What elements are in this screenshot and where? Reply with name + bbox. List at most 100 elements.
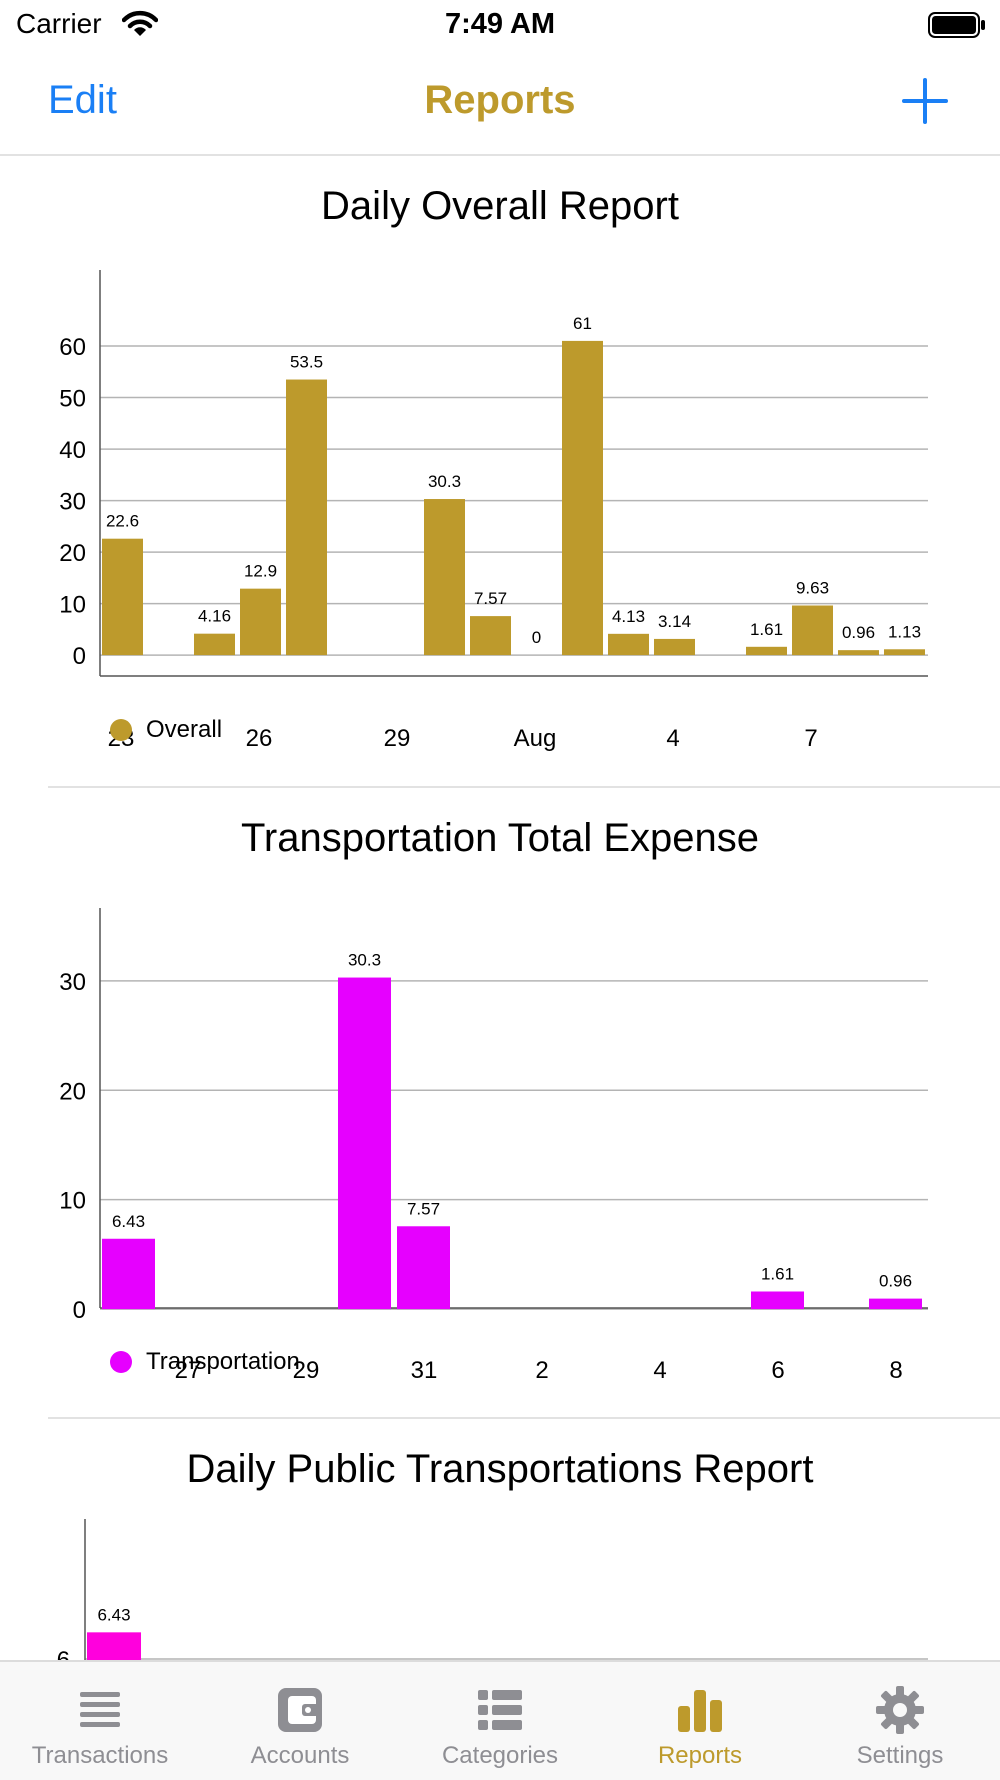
list-icon <box>80 1692 120 1727</box>
reports-list[interactable]: Daily Overall Report 0 10 20 30 40 50 60 22.6 4.… <box>0 156 1000 1660</box>
tab-accounts[interactable]: Accounts <box>200 1662 400 1780</box>
y-tick-label: 10 <box>59 1188 86 1215</box>
chart-bar <box>87 1632 141 1660</box>
tab-label: Reports <box>657 1742 743 1769</box>
data-label: 7.57 <box>407 1199 440 1218</box>
transportation-bar-chart: 0 10 20 30 6.43 30.3 7.57 1.61 0.96 27 29 31 2 4 6 8 <box>59 908 928 1384</box>
tab-label: Transactions <box>31 1742 169 1769</box>
y-tick-label: 40 <box>59 437 86 464</box>
chart-bar <box>751 1291 804 1310</box>
tab-transactions[interactable]: Transactions <box>0 1662 200 1780</box>
tab-reports[interactable]: Reports <box>600 1662 800 1780</box>
page-title: Reports <box>424 78 576 122</box>
navigation-bar: Edit Reports <box>0 52 1000 156</box>
x-tick-label: 6 <box>771 1357 784 1384</box>
status-bar: Carrier 7:49 AM <box>0 0 1000 52</box>
status-time: 7:49 AM <box>444 8 556 40</box>
plus-icon[interactable] <box>900 76 950 126</box>
chart-legend: Overall <box>110 716 222 744</box>
data-label: 1.13 <box>888 622 921 641</box>
y-tick-label: 6 <box>57 1647 70 1660</box>
data-label: 1.61 <box>750 620 783 639</box>
report-title: Daily Overall Report <box>321 184 679 228</box>
x-tick-label: 4 <box>653 1357 666 1384</box>
y-tick-label: 50 <box>59 386 86 413</box>
x-tick-label: 26 <box>246 725 273 752</box>
chart-bar <box>884 649 925 656</box>
x-tick-label: 31 <box>411 1357 438 1384</box>
chart-bar <box>424 499 465 656</box>
chart-bar <box>240 588 281 656</box>
chart-bar <box>397 1226 450 1310</box>
bar-chart-icon <box>678 1690 722 1732</box>
data-label: 4.16 <box>198 607 231 626</box>
chart-bar <box>746 646 787 656</box>
chart-bar <box>102 538 143 656</box>
y-tick-label: 20 <box>59 540 86 567</box>
y-tick-label: 60 <box>59 334 86 361</box>
chart-bar <box>869 1298 922 1310</box>
report-title: Daily Public Transportations Report <box>186 1447 814 1491</box>
carrier-label: Carrier <box>16 8 102 39</box>
data-label: 30.3 <box>348 951 381 970</box>
chart-bar <box>562 340 603 656</box>
data-label: 0.96 <box>879 1272 912 1291</box>
separator <box>48 786 1000 788</box>
x-tick-label: 4 <box>666 725 679 752</box>
chart-bar <box>194 633 235 656</box>
data-label: 53.5 <box>290 353 323 372</box>
data-label: 0.96 <box>842 623 875 642</box>
chart-bar <box>838 650 879 656</box>
wifi-icon <box>122 10 158 36</box>
chart-bar <box>286 379 327 656</box>
public-transport-bar-chart: 566.43 <box>57 1519 928 1660</box>
data-label: 12.9 <box>244 562 277 581</box>
y-tick-label: 10 <box>59 592 86 619</box>
data-label: 0 <box>532 628 541 647</box>
x-tick-label: Aug <box>514 725 557 752</box>
tab-label: Accounts <box>250 1742 350 1769</box>
data-label: 1.61 <box>761 1264 794 1283</box>
tab-label: Categories <box>441 1742 559 1769</box>
y-tick-label: 30 <box>59 969 86 996</box>
data-label: 3.14 <box>658 612 691 631</box>
tab-settings[interactable]: Settings <box>800 1662 1000 1780</box>
overall-bar-chart: 0 10 20 30 40 50 60 22.6 4.16 12.9 53.5 30.3 7.57 0 61… <box>59 270 928 752</box>
category-list-icon <box>478 1690 522 1730</box>
gear-icon <box>876 1686 924 1734</box>
data-label: 6.43 <box>112 1212 145 1231</box>
legend-label: Overall <box>146 716 223 743</box>
y-tick-label: 20 <box>59 1078 86 1105</box>
data-label: 30.3 <box>428 472 461 491</box>
tab-categories[interactable]: Categories <box>400 1662 600 1780</box>
chart-legend: Transportation <box>110 1348 300 1376</box>
x-tick-label: 2 <box>535 1357 548 1384</box>
chart-bar <box>792 605 833 656</box>
x-tick-label: 7 <box>804 725 817 752</box>
data-label: 9.63 <box>796 578 829 597</box>
tab-bar: Transactions Accounts Categories Reports <box>0 1660 1000 1780</box>
data-label: 7.57 <box>474 589 507 608</box>
x-tick-label: 8 <box>889 1357 902 1384</box>
data-label: 4.13 <box>612 607 645 626</box>
legend-dot <box>110 719 132 741</box>
separator <box>48 1417 1000 1419</box>
data-label: 61 <box>573 314 592 333</box>
x-tick-label: 29 <box>293 1357 320 1384</box>
chart-bar <box>338 977 391 1310</box>
y-tick-label: 30 <box>59 489 86 516</box>
chart-bar <box>654 638 695 656</box>
chart-bar <box>102 1238 155 1310</box>
x-tick-label: 27 <box>175 1357 202 1384</box>
y-tick-label: 0 <box>73 1297 86 1324</box>
x-tick-label: 29 <box>384 725 411 752</box>
legend-dot <box>110 1351 132 1373</box>
wallet-icon <box>278 1688 322 1732</box>
edit-button[interactable]: Edit <box>48 78 117 122</box>
chart-bar <box>470 616 511 656</box>
legend-label: Transportation <box>146 1348 300 1375</box>
y-tick-label: 0 <box>73 643 86 670</box>
tab-label: Settings <box>856 1742 944 1769</box>
report-title: Transportation Total Expense <box>240 816 760 860</box>
data-label: 22.6 <box>106 512 139 531</box>
